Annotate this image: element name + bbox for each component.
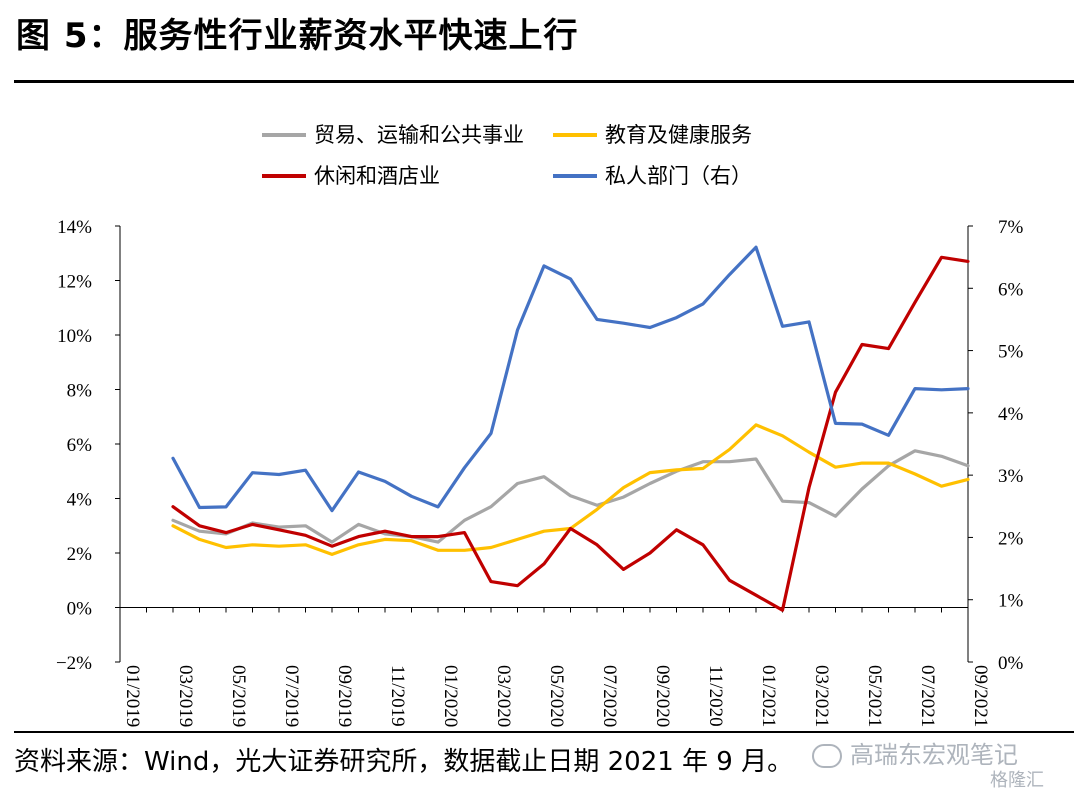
x-axis-tick-label: 01/2019 — [122, 665, 143, 727]
right-axis-tick-label: 2% — [998, 528, 1024, 549]
x-axis-tick-label: 01/2021 — [758, 665, 779, 727]
right-axis-tick-label: 6% — [998, 279, 1024, 300]
right-axis-tick-label: 0% — [998, 653, 1024, 674]
right-axis-tick-label: 1% — [998, 591, 1024, 612]
left-axis-tick-label: 2% — [67, 544, 93, 565]
x-axis-tick-label: 07/2021 — [917, 665, 938, 727]
watermark-secondary: 格隆汇 — [990, 770, 1044, 791]
x-axis-tick-label: 09/2021 — [970, 665, 991, 727]
x-axis-tick-label: 09/2019 — [334, 665, 355, 727]
series-line-private — [171, 245, 970, 513]
x-axis-tick-label: 07/2020 — [599, 665, 620, 727]
left-axis-tick-label: 0% — [67, 599, 93, 620]
series-line-education — [171, 423, 970, 557]
series-lines — [171, 245, 970, 612]
x-axis-tick-label: 03/2021 — [811, 665, 832, 727]
left-axis-tick-label: 8% — [67, 381, 93, 402]
watermark-text: 高瑞东宏观笔记 — [850, 741, 1018, 769]
left-axis-tick-label: −2% — [56, 653, 92, 674]
right-axis-tick-label: 4% — [998, 404, 1024, 425]
legend-label: 教育及健康服务 — [605, 123, 752, 147]
left-axis-tick-label: 10% — [57, 326, 92, 347]
legend-label: 私人部门（右） — [605, 164, 752, 188]
left-axis-tick-label: 12% — [57, 272, 92, 293]
x-axis-tick-label: 05/2020 — [546, 665, 567, 727]
left-axis-tick-label: 4% — [67, 490, 93, 511]
legend-label: 休闲和酒店业 — [314, 164, 440, 188]
x-axis-tick-label: 03/2020 — [493, 665, 514, 727]
x-axis-tick-label: 01/2020 — [440, 665, 461, 727]
top-rule — [14, 80, 1074, 83]
right-axis-tick-label: 3% — [998, 466, 1024, 487]
watermark: 高瑞东宏观笔记 — [812, 735, 1018, 770]
series-line-leisure — [171, 255, 970, 612]
figure-title: 图 5：服务性行业薪资水平快速上行 — [16, 16, 579, 56]
wechat-icon — [812, 744, 842, 768]
left-axis-tick-label: 6% — [67, 435, 93, 456]
x-axis-tick-label: 05/2021 — [864, 665, 885, 727]
source-note: 资料来源：Wind，光大证券研究所，数据截止日期 2021 年 9 月。 — [14, 747, 794, 777]
series-line-trade — [171, 449, 970, 544]
x-axis-tick-label: 05/2019 — [228, 665, 249, 727]
right-axis-tick-label: 7% — [998, 217, 1024, 238]
x-axis-tick-label: 09/2020 — [652, 665, 673, 727]
axes: −2% 0% 2% 4% 6% 8% 10% 12% 14% 0% 1% 2% 3% 4% 5% 6% 7% 01… — [56, 217, 1024, 727]
x-axis-tick-label: 11/2019 — [387, 665, 408, 727]
x-axis-tick-label: 07/2019 — [281, 665, 302, 727]
right-axis-tick-label: 5% — [998, 342, 1024, 363]
left-axis-tick-label: 14% — [57, 217, 92, 238]
x-axis-tick-label: 03/2019 — [175, 665, 196, 727]
bottom-rule — [14, 731, 1074, 733]
x-axis-tick-label: 11/2020 — [705, 665, 726, 727]
legend-label: 贸易、运输和公共事业 — [314, 123, 524, 147]
